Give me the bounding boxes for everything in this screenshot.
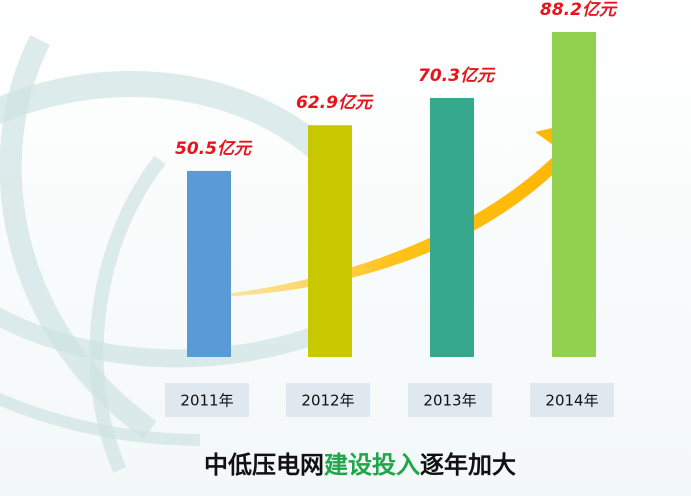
title-part: 建设投入 [324,451,420,479]
category-box [530,383,614,417]
x-tick-label: 2013年 [423,392,476,410]
category-box [408,383,492,417]
category-box [165,383,249,417]
value-label: 62.9亿元 [296,93,374,113]
x-tick-label: 2014年 [545,392,598,410]
bar [308,125,352,358]
x-tick-label: 2011年 [180,392,233,410]
decor-arcs [0,35,340,473]
category-box [286,383,370,417]
bar [430,97,474,357]
chart-title: 中低压电网建设投入逐年加大 [204,451,516,479]
value-label: 70.3亿元 [418,66,496,86]
bar [187,170,231,357]
value-label: 88.2亿元 [540,0,618,20]
x-tick-label: 2012年 [301,392,354,410]
value-label: 50.5亿元 [175,139,253,159]
title-part: 中低压电网 [204,451,324,479]
bar [552,32,596,357]
title-part: 逐年加大 [420,451,516,479]
